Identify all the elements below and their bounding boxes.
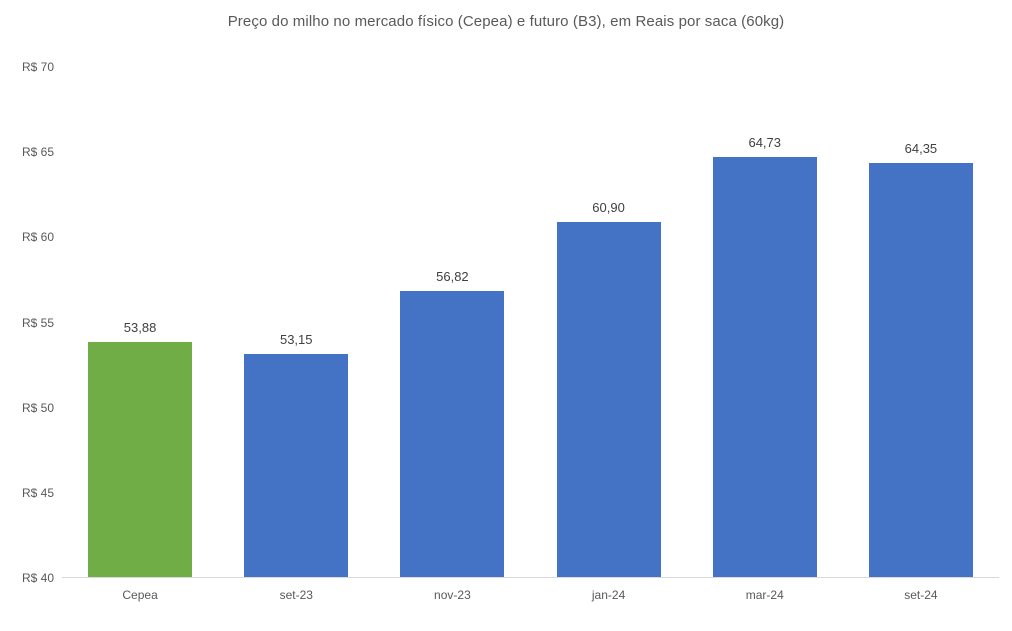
y-axis-tick-label: R$ 50 [21, 400, 54, 415]
data-label-cepea: 53,88 [123, 319, 157, 335]
bar-set-23 [244, 354, 349, 577]
x-axis-category-label-mar-24: mar-24 [745, 588, 784, 602]
bar-cepea [88, 341, 193, 577]
chart-title: Preço do milho no mercado físico (Cepea)… [227, 13, 785, 30]
y-axis-tick-label: R$ 55 [21, 315, 54, 330]
x-axis-category-label-set-24: set-24 [904, 588, 938, 602]
x-axis-category-label-set-23: set-23 [279, 588, 313, 602]
bar-jan-24 [556, 222, 661, 577]
data-label-mar-24: 64,73 [748, 134, 782, 150]
data-label-jan-24: 60,90 [592, 200, 625, 215]
x-axis-category-label-cepea: Cepea [122, 588, 158, 602]
y-axis-tick-label: R$ 45 [21, 485, 54, 500]
x-axis-category-label-nov-23: nov-23 [434, 588, 471, 602]
bar-mar-24 [712, 156, 817, 577]
bar-nov-23 [400, 291, 505, 577]
data-label-set-24: 64,35 [904, 141, 938, 157]
y-axis-tick-label: R$ 40 [21, 571, 54, 585]
data-label-nov-23: 56,82 [436, 269, 469, 285]
bar-set-24 [868, 163, 973, 577]
x-axis-line [62, 577, 999, 578]
y-axis-tick-label: R$ 65 [21, 145, 54, 160]
y-axis-tick-label: R$ 70 [21, 60, 54, 74]
x-axis-category-label-jan-24: jan-24 [591, 588, 626, 602]
data-label-set-23: 53,15 [279, 332, 313, 347]
y-axis-tick-label: R$ 60 [21, 230, 54, 245]
